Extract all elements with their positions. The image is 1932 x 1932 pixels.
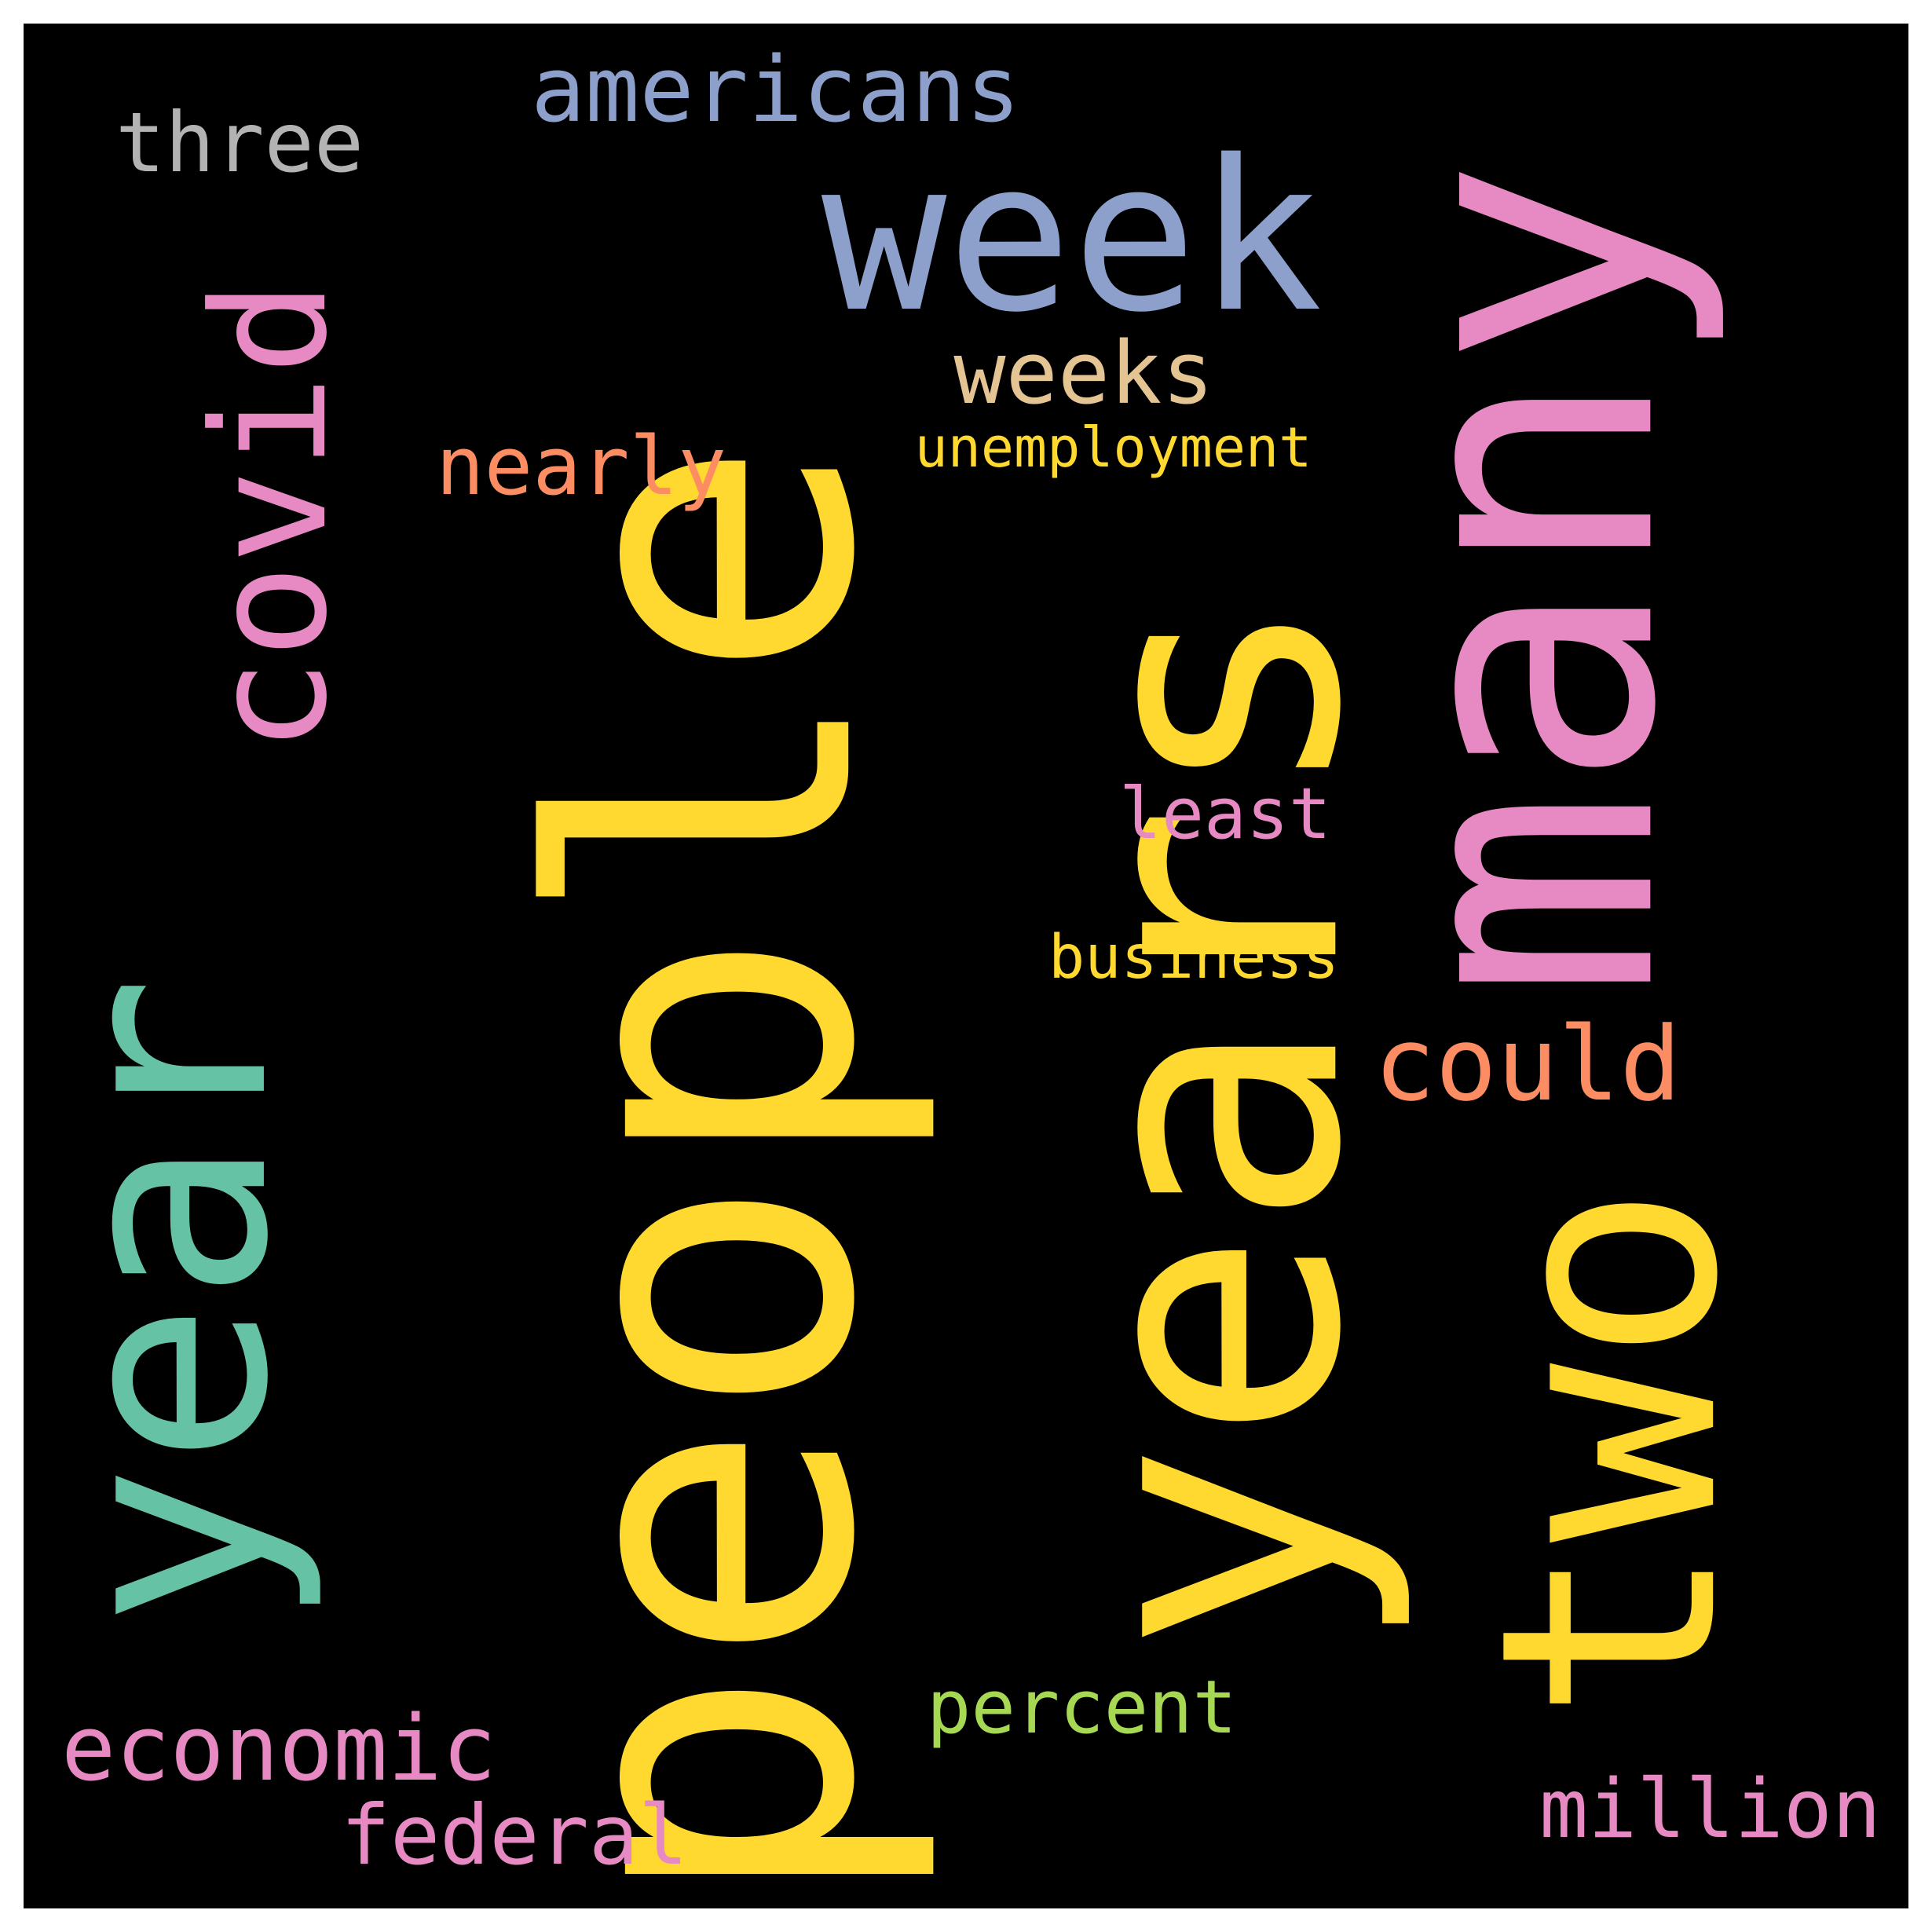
word-federal: federal <box>340 1787 689 1883</box>
word-covid: covid <box>179 280 362 753</box>
word-three: three <box>115 95 364 191</box>
word-economic: economic <box>61 1696 496 1802</box>
word-cloud-canvas: people years year many two week covid am… <box>24 24 1908 1908</box>
word-business: business <box>1048 922 1339 993</box>
word-weeks: weeks <box>953 323 1214 423</box>
word-two: two <box>1436 1183 1784 1723</box>
word-people: people <box>469 436 945 1908</box>
word-million: million <box>1539 1762 1881 1857</box>
word-year: year <box>24 975 328 1628</box>
word-nearly: nearly <box>436 419 726 514</box>
word-least: least <box>1119 773 1331 855</box>
word-many: many <box>1326 158 1733 1001</box>
word-percent: percent <box>927 1665 1237 1751</box>
word-could: could <box>1374 1004 1681 1124</box>
word-unemployment: unemployment <box>914 415 1312 480</box>
word-americans: americans <box>530 38 1021 143</box>
word-week: week <box>821 116 1323 358</box>
